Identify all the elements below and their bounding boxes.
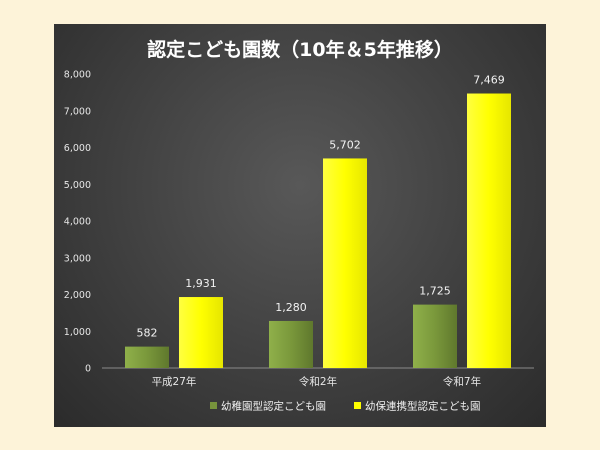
x-axis: 平成27年 令和2年 令和7年: [102, 367, 534, 388]
bar-2-2: [323, 158, 367, 368]
data-label: 582: [137, 327, 158, 340]
bar-1-2: [269, 320, 313, 368]
legend-label: 幼保連携型認定こども園: [365, 400, 481, 413]
bar-1-1: [125, 346, 169, 368]
chart-title: 認定こども園数（10年＆5年推移）: [147, 38, 453, 61]
data-label: 1,280: [275, 301, 307, 314]
y-tick-label: 4,000: [64, 217, 91, 228]
y-tick-label: 1,000: [64, 327, 91, 338]
bar-2-3: [467, 93, 511, 368]
x-category-label: 平成27年: [152, 375, 197, 388]
legend: 幼稚園型認定こども園 幼保連携型認定こども園: [210, 400, 481, 413]
y-tick-label: 7,000: [64, 106, 91, 117]
legend-label: 幼稚園型認定こども園: [221, 400, 326, 413]
y-axis: 0 1,000 2,000 3,000 4,000 5,000 6,000 7,000 8,00…: [64, 70, 91, 375]
bar-1-3: [413, 304, 457, 368]
chart-area: 認定こども園数（10年＆5年推移） 0 1,000 2,000 3,000 4,000 5…: [54, 24, 546, 427]
y-tick-label: 2,000: [64, 290, 91, 301]
bar-2-1: [179, 297, 223, 368]
x-category-label: 令和7年: [443, 375, 481, 388]
bar-series: 582 1,280 1,725 1,931 5,702 7,469: [125, 74, 511, 368]
y-tick-label: 3,000: [64, 253, 91, 264]
y-tick-label: 5,000: [64, 180, 91, 191]
data-label: 1,725: [419, 285, 451, 298]
y-tick-label: 8,000: [64, 70, 91, 81]
legend-swatch: [354, 402, 361, 409]
bar-chart: 認定こども園数（10年＆5年推移） 0 1,000 2,000 3,000 4,000 5…: [64, 38, 534, 413]
data-label: 7,469: [473, 74, 505, 87]
y-tick-label: 0: [85, 364, 91, 375]
data-label: 1,931: [185, 277, 217, 290]
x-category-label: 令和2年: [299, 375, 337, 388]
y-tick-label: 6,000: [64, 143, 91, 154]
data-label: 5,702: [329, 138, 361, 151]
legend-swatch: [210, 402, 217, 409]
